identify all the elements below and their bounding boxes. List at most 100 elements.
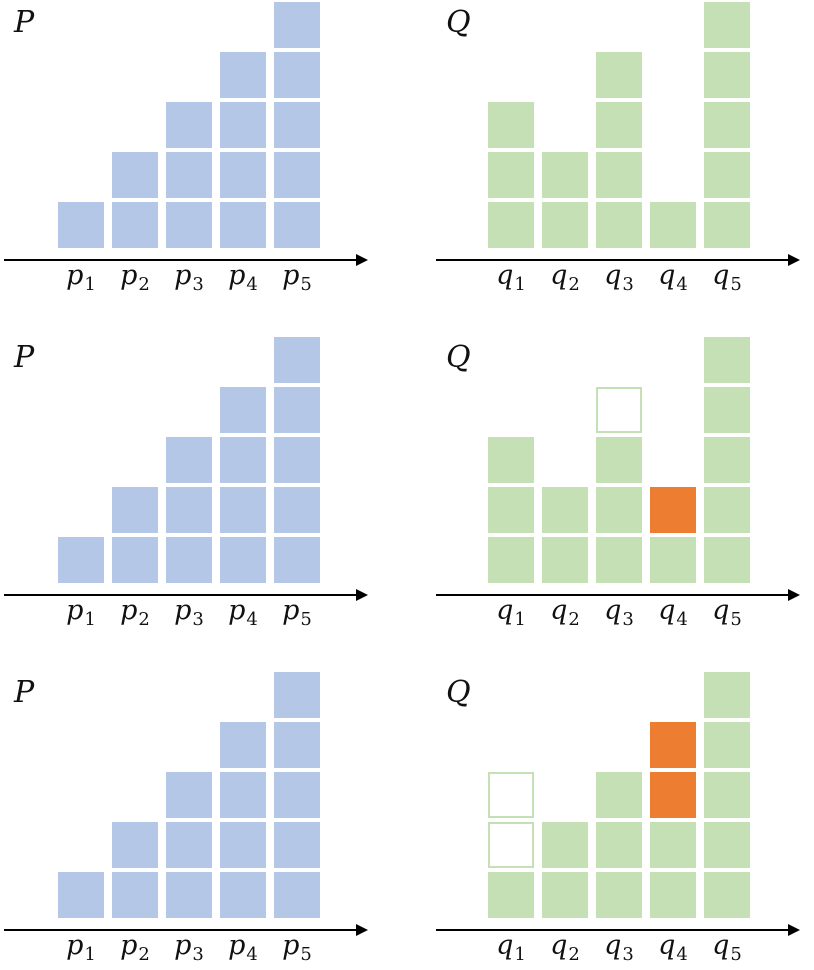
p-x-axis-arrow [356,589,368,601]
q-panel-title: Q [446,340,471,375]
q-tick-label: q2 [540,595,590,629]
q-x-axis-arrow [788,254,800,266]
p-bar-cell [220,722,266,768]
q-tick-label: q1 [486,260,536,294]
p-bar-cell [220,872,266,918]
p-tick-label: p3 [164,932,214,964]
q-tick-subscript: 1 [514,944,526,966]
q-tick-subscript: 5 [730,274,742,296]
q-bar-cell [704,822,750,868]
q-tick-base: q [712,930,730,961]
q-bar-cell [596,537,642,583]
p-tick-base: p [66,595,84,626]
q-tick-base: q [496,930,514,961]
p-bar-cell [166,822,212,868]
p-bar-cell [166,102,212,148]
q-tick-base: q [712,595,730,626]
q-tick-label: q1 [486,595,536,629]
q-bar-cell [704,487,750,533]
p-tick-base: p [120,260,138,291]
q-bar-cell [596,52,642,98]
q-bar-cell [704,2,750,48]
p-tick-subscript: 3 [192,609,204,631]
q-added-cell [650,722,696,768]
q-bar-cell [704,672,750,718]
q-tick-label: q2 [540,930,590,964]
p-bar-cell [274,772,320,818]
q-tick-subscript: 1 [514,609,526,631]
p-bar-cell [220,822,266,868]
q-tick-base: q [496,595,514,626]
p-tick-label: p4 [218,930,268,964]
q-bar-cell [704,152,750,198]
q-bar-cell [542,487,588,533]
p-bar-cell [166,872,212,918]
q-bar-cell [488,202,534,248]
p-x-axis [4,259,356,261]
p-tick-subscript: 5 [300,274,312,296]
p-tick-base: p [282,930,300,961]
q-tick-label: q3 [594,262,644,294]
p-bar-cell [58,872,104,918]
p-tick-label: p1 [56,595,106,629]
q-bar-cell [596,872,642,918]
q-tick-label: q5 [702,262,752,294]
p-bar-cell [220,437,266,483]
q-tick-base: q [496,260,514,291]
q-bar-cell [542,872,588,918]
p-tick-subscript: 3 [192,944,204,966]
p-bar-cell [274,102,320,148]
q-bar-cell [704,437,750,483]
q-tick-base: q [658,260,676,291]
p-bar-cell [274,152,320,198]
p-tick-subscript: 5 [300,609,312,631]
q-bar-cell [596,822,642,868]
q-bar-cell [704,722,750,768]
p-x-axis [4,594,356,596]
q-bar-cell [542,822,588,868]
q-tick-base: q [550,595,568,626]
q-tick-base: q [550,930,568,961]
p-bar-cell [166,487,212,533]
p-bar-cell [166,202,212,248]
q-removed-cell [488,822,534,868]
q-bar-cell [488,152,534,198]
q-tick-label: q5 [702,930,752,964]
p-tick-subscript: 2 [138,944,150,966]
q-removed-cell [488,772,534,818]
p-tick-label: p2 [110,597,160,629]
q-bar-cell [596,152,642,198]
q-bar-cell [650,822,696,868]
q-bar-cell [704,202,750,248]
p-tick-label: p5 [272,930,322,964]
p-tick-label: p1 [56,932,106,964]
q-bar-cell [704,102,750,148]
q-tick-label: q2 [540,260,590,294]
q-bar-cell [704,52,750,98]
p-tick-subscript: 4 [246,944,258,966]
p-bar-cell [220,537,266,583]
p-tick-label: p3 [164,597,214,629]
q-tick-subscript: 3 [622,944,634,966]
p-bar-cell [274,2,320,48]
p-bar-cell [112,822,158,868]
p-bar-cell [274,487,320,533]
q-bar-cell [596,487,642,533]
q-tick-base: q [550,260,568,291]
p-bar-cell [274,872,320,918]
p-panel-title: P [14,5,35,40]
p-tick-label: p5 [272,262,322,294]
q-tick-label: q4 [648,932,698,964]
q-tick-label: q3 [594,932,644,964]
q-added-cell [650,487,696,533]
q-tick-label: q4 [648,597,698,629]
q-bar-cell [650,872,696,918]
q-tick-label: q1 [486,930,536,964]
q-x-axis-arrow [788,924,800,936]
p-bar-cell [274,337,320,383]
p-tick-base: p [228,930,246,961]
q-tick-subscript: 5 [730,609,742,631]
p-bar-cell [112,487,158,533]
p-bar-cell [112,152,158,198]
